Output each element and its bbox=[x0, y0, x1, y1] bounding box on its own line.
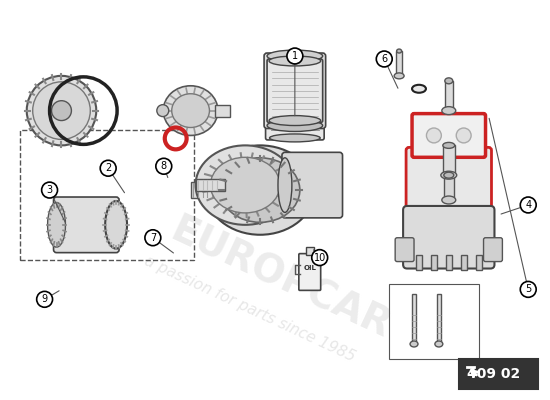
Ellipse shape bbox=[278, 158, 292, 212]
Ellipse shape bbox=[426, 128, 441, 143]
Circle shape bbox=[37, 291, 53, 307]
Ellipse shape bbox=[412, 85, 426, 93]
FancyBboxPatch shape bbox=[299, 254, 321, 290]
Ellipse shape bbox=[444, 172, 454, 178]
Bar bbox=[446, 255, 452, 270]
FancyBboxPatch shape bbox=[459, 359, 538, 389]
Text: EUROPCAR: EUROPCAR bbox=[164, 212, 396, 347]
Text: 2: 2 bbox=[105, 163, 111, 173]
FancyBboxPatch shape bbox=[282, 152, 343, 218]
Ellipse shape bbox=[410, 341, 418, 347]
Ellipse shape bbox=[32, 82, 90, 140]
Bar bbox=[196, 179, 225, 191]
Bar bbox=[476, 255, 482, 270]
Ellipse shape bbox=[196, 145, 295, 225]
Ellipse shape bbox=[163, 86, 218, 136]
Circle shape bbox=[520, 197, 536, 213]
Bar bbox=[412, 294, 416, 344]
Ellipse shape bbox=[105, 201, 127, 249]
Ellipse shape bbox=[456, 128, 471, 143]
Ellipse shape bbox=[211, 157, 280, 213]
Ellipse shape bbox=[172, 94, 210, 128]
Circle shape bbox=[312, 250, 328, 266]
Circle shape bbox=[520, 282, 536, 297]
Ellipse shape bbox=[269, 56, 321, 66]
Text: 4: 4 bbox=[525, 200, 531, 210]
Ellipse shape bbox=[157, 105, 169, 116]
Text: 9: 9 bbox=[42, 294, 48, 304]
FancyBboxPatch shape bbox=[267, 59, 323, 122]
Text: 7: 7 bbox=[150, 233, 156, 243]
FancyBboxPatch shape bbox=[412, 114, 486, 157]
Bar bbox=[444, 175, 454, 200]
FancyBboxPatch shape bbox=[403, 206, 494, 268]
Text: 10: 10 bbox=[314, 252, 326, 262]
Ellipse shape bbox=[107, 202, 125, 247]
Circle shape bbox=[376, 51, 392, 67]
FancyBboxPatch shape bbox=[406, 147, 492, 218]
Text: a passion for parts since 1985: a passion for parts since 1985 bbox=[142, 254, 358, 365]
Text: 5: 5 bbox=[525, 284, 531, 294]
Ellipse shape bbox=[48, 202, 65, 247]
Bar bbox=[443, 145, 455, 175]
Ellipse shape bbox=[267, 50, 323, 62]
FancyBboxPatch shape bbox=[483, 238, 502, 262]
Circle shape bbox=[156, 158, 172, 174]
FancyBboxPatch shape bbox=[395, 238, 414, 262]
Bar bbox=[461, 255, 466, 270]
Text: 3: 3 bbox=[47, 185, 53, 195]
Ellipse shape bbox=[270, 134, 320, 142]
Text: 1: 1 bbox=[292, 51, 298, 61]
Text: OIL: OIL bbox=[303, 264, 316, 270]
Ellipse shape bbox=[394, 73, 404, 79]
Ellipse shape bbox=[397, 49, 402, 53]
Text: 409 02: 409 02 bbox=[467, 367, 520, 381]
Ellipse shape bbox=[221, 158, 300, 222]
Ellipse shape bbox=[443, 142, 455, 148]
Circle shape bbox=[42, 182, 58, 198]
Ellipse shape bbox=[27, 76, 96, 145]
Text: 6: 6 bbox=[381, 54, 387, 64]
Ellipse shape bbox=[52, 101, 72, 120]
Ellipse shape bbox=[441, 171, 456, 179]
Ellipse shape bbox=[435, 341, 443, 347]
Bar bbox=[216, 105, 230, 116]
Ellipse shape bbox=[442, 196, 456, 204]
Bar bbox=[396, 51, 402, 76]
Circle shape bbox=[287, 48, 303, 64]
Ellipse shape bbox=[267, 120, 323, 132]
Circle shape bbox=[145, 230, 161, 246]
Bar bbox=[445, 81, 453, 111]
FancyBboxPatch shape bbox=[264, 53, 326, 128]
Ellipse shape bbox=[206, 145, 315, 235]
FancyBboxPatch shape bbox=[266, 62, 324, 140]
Circle shape bbox=[100, 160, 116, 176]
Bar bbox=[437, 294, 441, 344]
Ellipse shape bbox=[442, 107, 456, 114]
Bar bbox=[431, 255, 437, 270]
Bar bbox=[416, 255, 422, 270]
Bar bbox=[306, 247, 313, 255]
FancyBboxPatch shape bbox=[303, 168, 332, 212]
Ellipse shape bbox=[269, 116, 321, 126]
Ellipse shape bbox=[445, 78, 453, 84]
Ellipse shape bbox=[270, 58, 320, 68]
Bar bbox=[191, 182, 221, 198]
Text: 8: 8 bbox=[161, 161, 167, 171]
FancyBboxPatch shape bbox=[53, 197, 119, 253]
